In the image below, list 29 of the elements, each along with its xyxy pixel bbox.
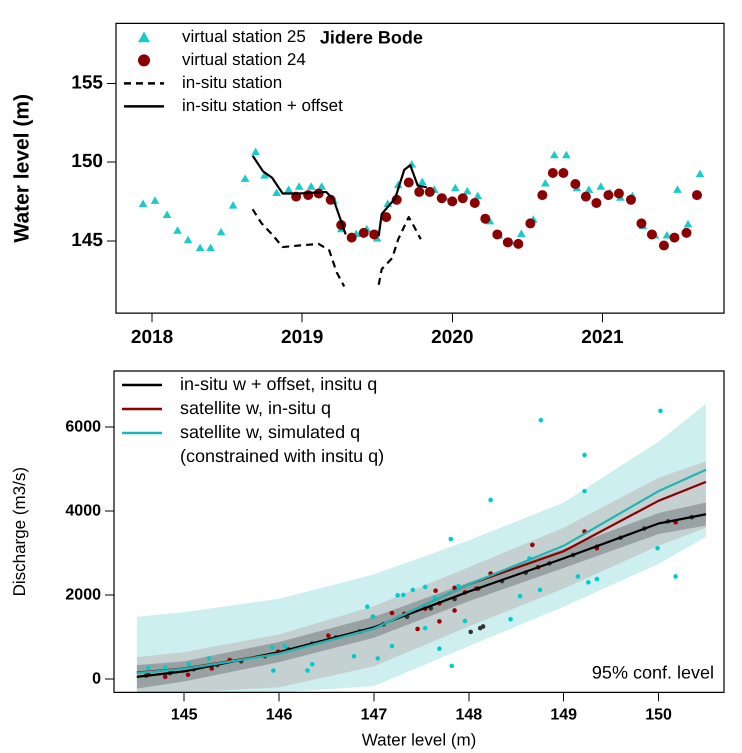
legend-label: in-situ w + offset, insitu q <box>180 374 378 394</box>
x-tick-label: 146 <box>266 706 293 724</box>
x-tick-label: 2018 <box>130 326 174 348</box>
y-tick-label: 155 <box>71 72 104 94</box>
y-tick-label: 0 <box>92 670 102 688</box>
legend-label: satellite w, in-situ q <box>180 398 332 418</box>
legend-label: virtual station 25 <box>182 27 306 46</box>
y-tick-label: 6000 <box>65 418 102 436</box>
y-tick-label: 4000 <box>65 502 102 520</box>
x-tick-label: 2021 <box>581 326 624 348</box>
y-tick-label: 150 <box>71 151 103 172</box>
chart-title: Jidere Bode <box>320 27 423 48</box>
legend-label: virtual station 24 <box>182 50 306 70</box>
y-tick-label: 2000 <box>65 586 102 604</box>
x-tick-label: 145 <box>170 706 198 724</box>
legend-label: in-situ station <box>182 73 282 92</box>
y-tick-label: 145 <box>71 230 104 251</box>
legend-label: satellite w, simulated q (constrained with insitu q) <box>180 422 384 466</box>
x-tick-label: 149 <box>550 706 578 724</box>
annotation: 95% conf. level <box>592 662 714 682</box>
y-axis-title: Water level (m) <box>10 94 34 243</box>
x-tick-label: 147 <box>360 706 388 724</box>
x-tick-label: 148 <box>455 706 482 724</box>
y-axis-title: Discharge (m3/s) <box>10 466 29 596</box>
x-tick-label: 150 <box>645 706 672 724</box>
x-axis-title: Water level (m) <box>362 730 476 750</box>
legend-label: in-situ station + offset <box>182 96 344 116</box>
x-tick-label: 2020 <box>431 326 474 348</box>
x-tick-label: 2019 <box>281 326 324 348</box>
